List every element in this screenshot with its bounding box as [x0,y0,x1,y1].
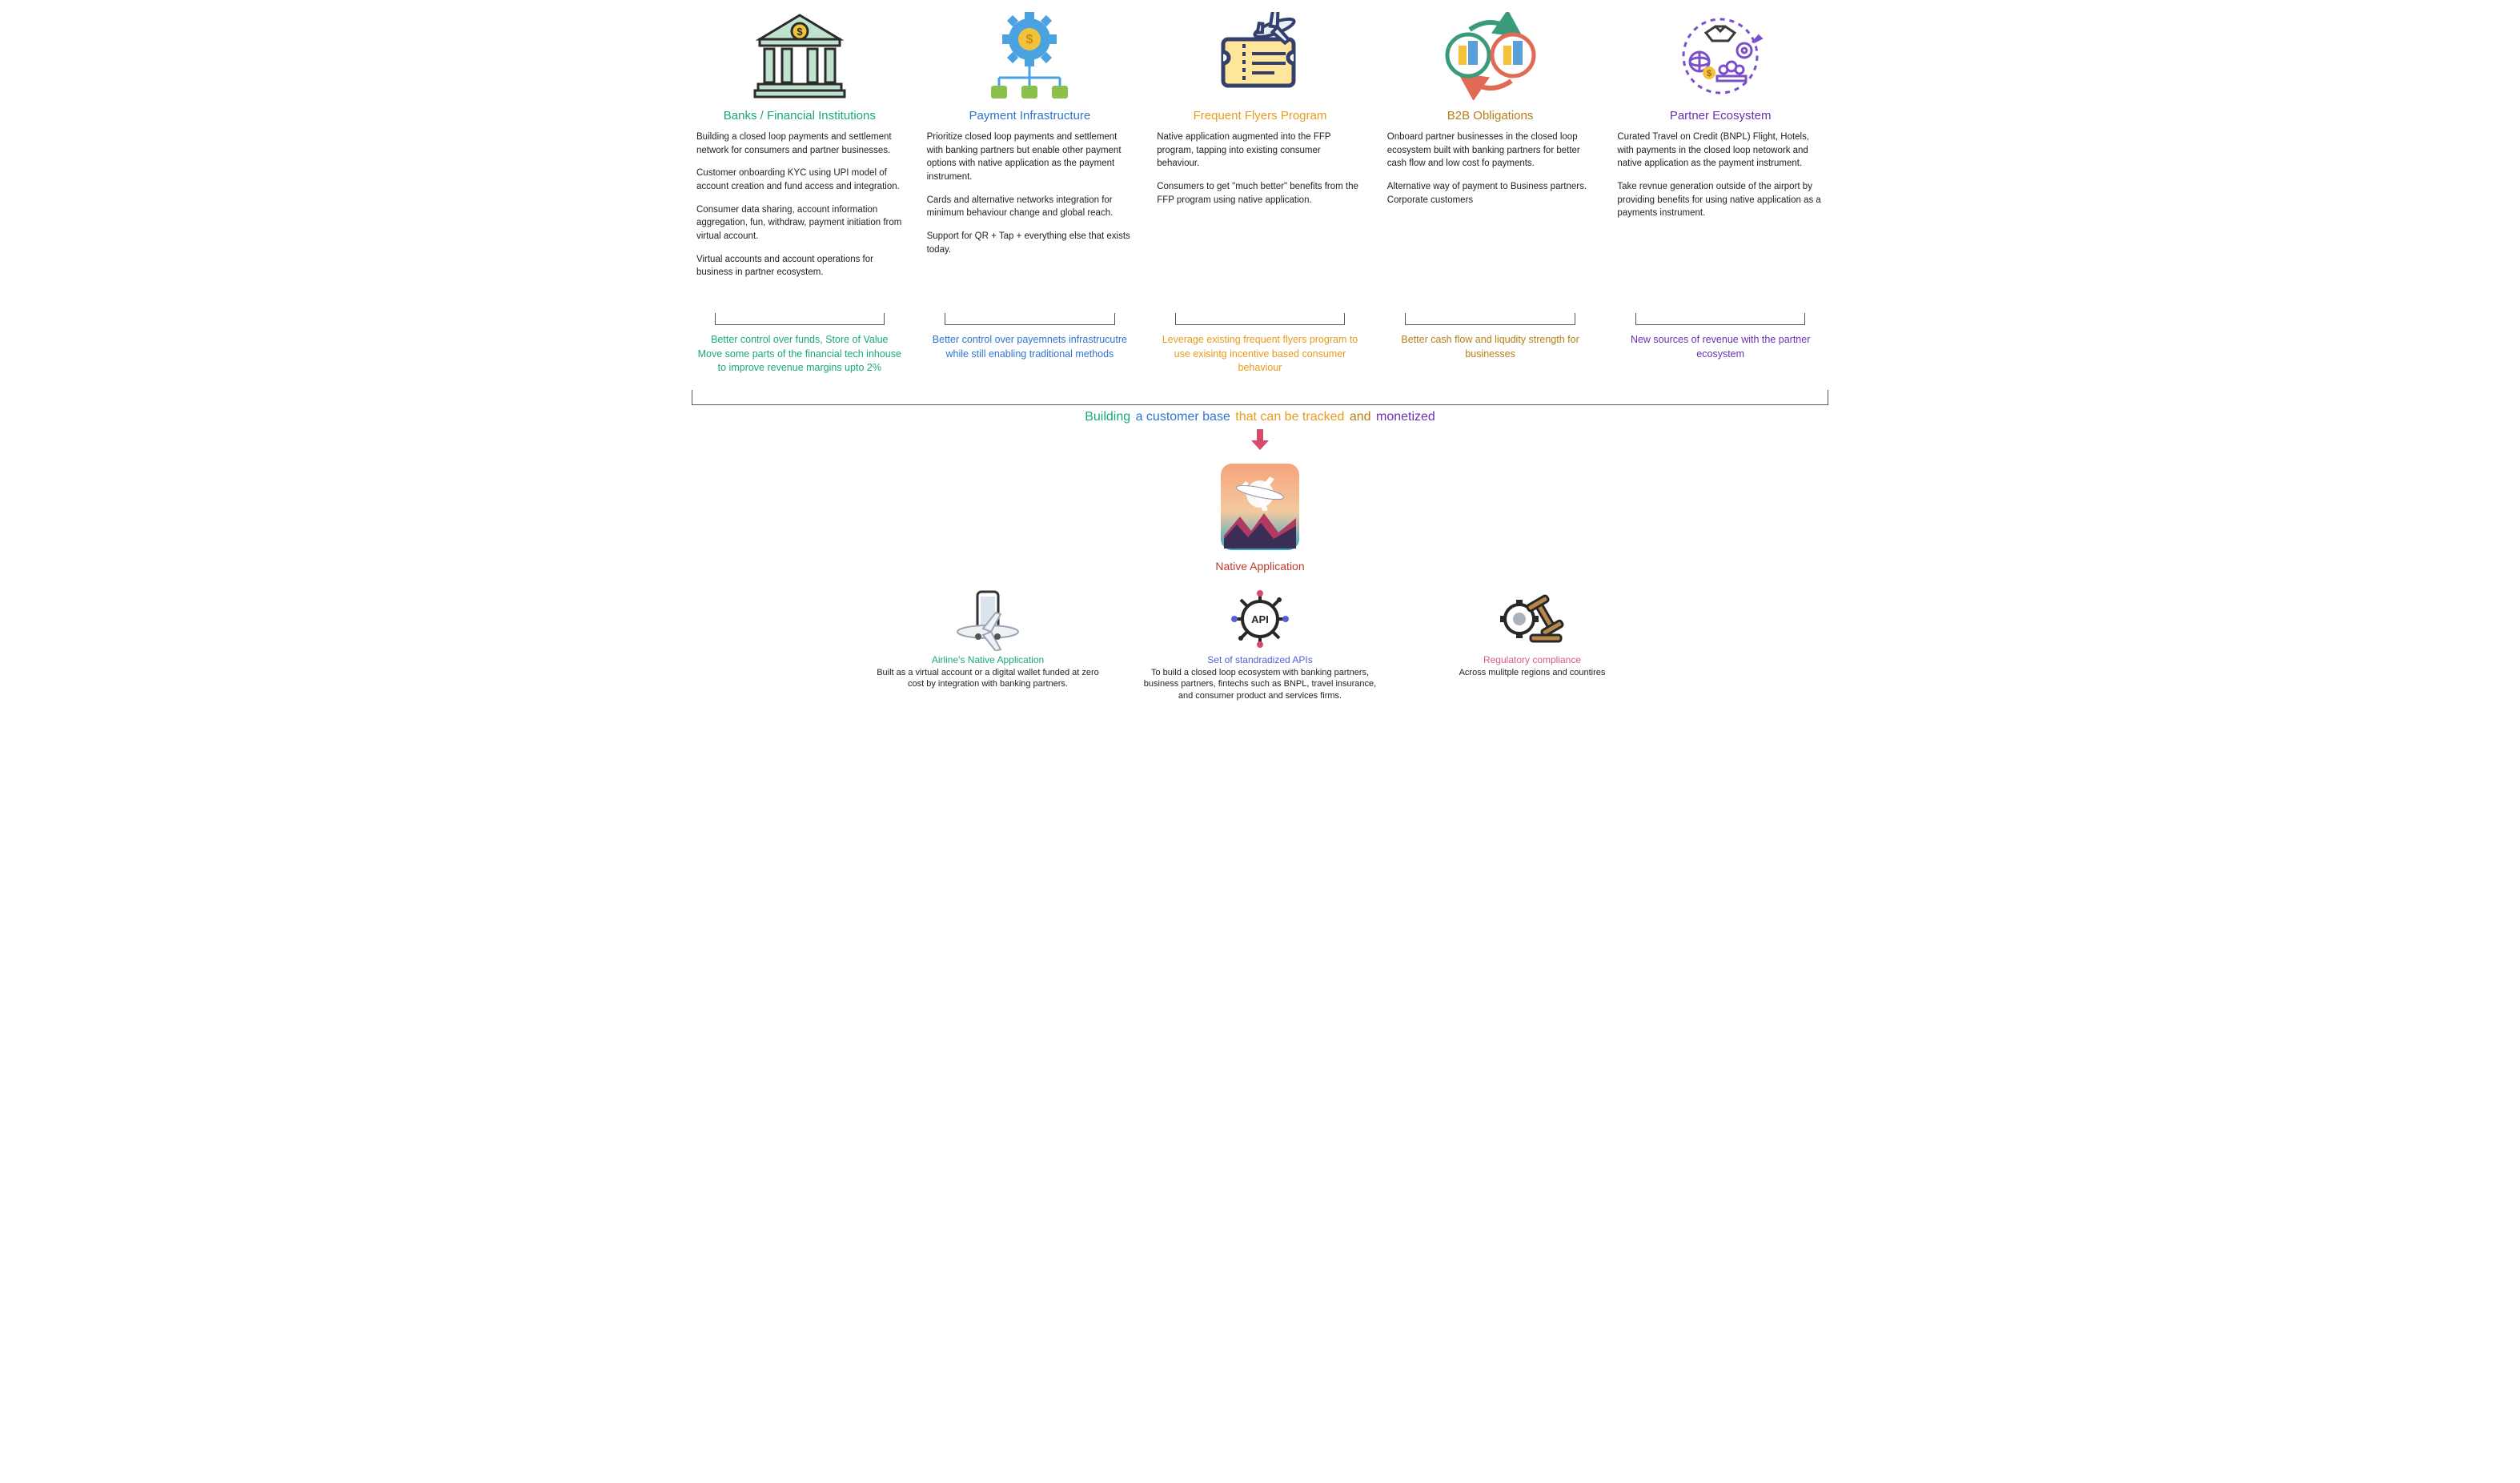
column-bracket [1175,313,1345,325]
column-bracket [715,313,885,325]
tagline-part: Building [1084,410,1131,424]
col-payment: $ Payment Infrastructure Prioritize clos… [922,8,1138,376]
tagline: Building a customer base that can be tra… [676,410,1844,424]
col-title: Partner Ecosystem [1670,109,1772,123]
para: Virtual accounts and account operations … [696,253,903,279]
col-ffp: Frequent Flyers Program Native applicati… [1152,8,1368,376]
btitle: Airline's Native Application [932,654,1044,665]
col-summary: Better control over funds, Store of Valu… [692,333,908,376]
col-summary: Leverage existing frequent flyers progra… [1152,333,1368,376]
bbody: To build a closed loop ecosystem with ba… [1140,667,1380,703]
para: Building a closed loop payments and sett… [696,131,903,157]
para: Support for QR + Tap + everything else t… [927,230,1134,256]
down-arrow-icon [676,429,1844,454]
para: Customer onboarding KYC using UPI model … [696,167,903,193]
col-body: Onboard partner businesses in the closed… [1382,131,1599,307]
ffp-icon [1212,8,1308,104]
payment-infra-icon: $ [981,8,1077,104]
para: Consumer data sharing, account informati… [696,203,903,243]
column-bracket [1405,313,1575,325]
b2b-icon [1443,8,1539,104]
btitle: Set of standradized APIs [1207,654,1312,665]
col-body: Prioritize closed loop payments and sett… [922,131,1138,307]
para: Cards and alternative networks integrati… [927,194,1134,220]
bbody: Across mulitple regions and countires [1459,667,1606,679]
col-body: Native application augmented into the FF… [1152,131,1368,307]
btitle: Regulatory compliance [1483,654,1581,665]
native-app-label: Native Application [1215,560,1304,573]
bcol-api: API Set of standradized APIs To build a … [1140,587,1380,703]
tagline-part: and [1345,410,1375,424]
col-title: Banks / Financial Institutions [724,109,876,123]
bcol-native: Airline's Native Application Built as a … [868,587,1108,703]
para: Take revnue generation outside of the ai… [1617,180,1824,220]
native-app-icon [1216,459,1304,555]
tagline-part: monetized [1375,410,1436,424]
col-partner: $ Partner Ecosystem Curated Travel on Cr… [1612,8,1828,376]
airline-app-icon [944,587,1032,651]
col-body: Curated Travel on Credit (BNPL) Flight, … [1612,131,1828,307]
para: Alternative way of payment to Business p… [1387,180,1594,207]
native-app-hero: Native Application [676,459,1844,573]
col-summary: Better control over payemnets infrastruc… [922,333,1138,361]
para: Prioritize closed loop payments and sett… [927,131,1134,184]
column-bracket [1635,313,1805,325]
tagline-part: that can be tracked [1234,410,1345,424]
svg-text:$: $ [1707,69,1711,78]
partner-ecosystem-icon: $ [1672,8,1768,104]
bbody: Built as a virtual account or a digital … [868,667,1108,691]
col-title: Payment Infrastructure [969,109,1091,123]
col-summary: New sources of revenue with the partner … [1612,333,1828,361]
bcol-reg: Regulatory compliance Across mulitple re… [1412,587,1652,703]
regulatory-icon [1492,587,1572,651]
column-bracket [945,313,1114,325]
bottom-row: Airline's Native Application Built as a … [676,587,1844,703]
bank-icon: $ [752,8,848,104]
para: Native application augmented into the FF… [1157,131,1363,171]
col-title: B2B Obligations [1447,109,1534,123]
svg-text:API: API [1251,613,1269,625]
svg-text:$: $ [797,26,803,38]
para: Consumers to get "much better" benefits … [1157,180,1363,207]
col-body: Building a closed loop payments and sett… [692,131,908,307]
col-b2b: B2B Obligations Onboard partner business… [1382,8,1599,376]
tagline-part: a customer base [1131,410,1234,424]
api-icon: API [1220,587,1300,651]
para: Onboard partner businesses in the closed… [1387,131,1594,171]
col-banks: $ Banks / Financial Institutions Buildin… [692,8,908,376]
col-summary: Better cash flow and liqudity strength f… [1382,333,1599,361]
top-columns: $ Banks / Financial Institutions Buildin… [676,8,1844,376]
para: Curated Travel on Credit (BNPL) Flight, … [1617,131,1824,171]
infographic-root: $ Banks / Financial Institutions Buildin… [676,0,1844,734]
col-title: Frequent Flyers Program [1194,109,1327,123]
aggregate-bracket [692,390,1828,405]
svg-text:$: $ [1026,33,1033,46]
